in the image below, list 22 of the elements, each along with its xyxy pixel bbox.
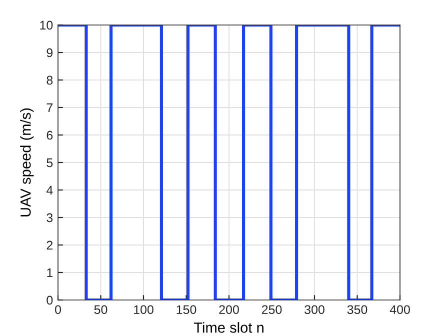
- x-tick-label: 250: [262, 305, 282, 314]
- y-tick-label: 10: [40, 20, 53, 30]
- x-tick-label: 350: [347, 305, 368, 314]
- x-tick-label: 300: [304, 305, 324, 314]
- x-tick-label: 200: [219, 305, 239, 314]
- y-tick-label: 9: [46, 48, 53, 58]
- y-tick-label: 5: [46, 158, 53, 168]
- x-tick-label: 400: [390, 305, 410, 314]
- y-axis-title: UAV speed (m/s): [20, 108, 34, 216]
- x-tick-label: 50: [94, 305, 108, 314]
- y-tick-label: 2: [46, 240, 53, 250]
- x-axis-title: Time slot n: [194, 322, 264, 333]
- x-tick-label: 0: [55, 305, 61, 314]
- x-tick-label: 150: [176, 305, 196, 314]
- y-tick-label: 6: [46, 130, 53, 140]
- x-tick-label: 100: [134, 305, 154, 314]
- y-tick-label: 1: [47, 268, 53, 278]
- y-tick-label: 3: [46, 213, 53, 222]
- y-tick-label: 4: [46, 186, 53, 195]
- y-tick-label: 7: [46, 103, 53, 112]
- y-tick-label: 0: [46, 296, 53, 305]
- y-tick-label: 8: [46, 76, 53, 85]
